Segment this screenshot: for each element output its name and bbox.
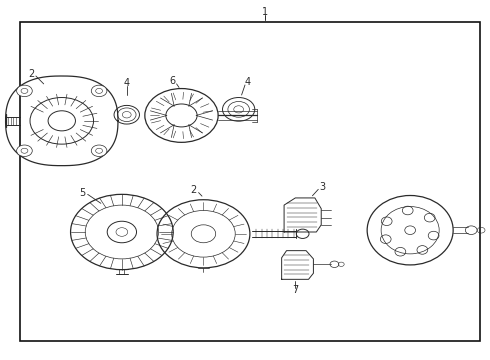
Text: 2: 2 <box>191 185 197 195</box>
Circle shape <box>91 145 107 157</box>
Text: 4: 4 <box>123 78 130 88</box>
Text: 4: 4 <box>245 77 250 87</box>
Bar <box>20 22 480 341</box>
Text: 2: 2 <box>28 69 34 79</box>
Text: 3: 3 <box>319 182 325 192</box>
Text: 5: 5 <box>80 188 86 198</box>
Circle shape <box>17 85 32 96</box>
Text: 7: 7 <box>292 285 298 296</box>
Text: 1: 1 <box>262 7 268 17</box>
Circle shape <box>17 145 32 157</box>
Circle shape <box>91 85 107 96</box>
Text: 6: 6 <box>170 76 176 86</box>
